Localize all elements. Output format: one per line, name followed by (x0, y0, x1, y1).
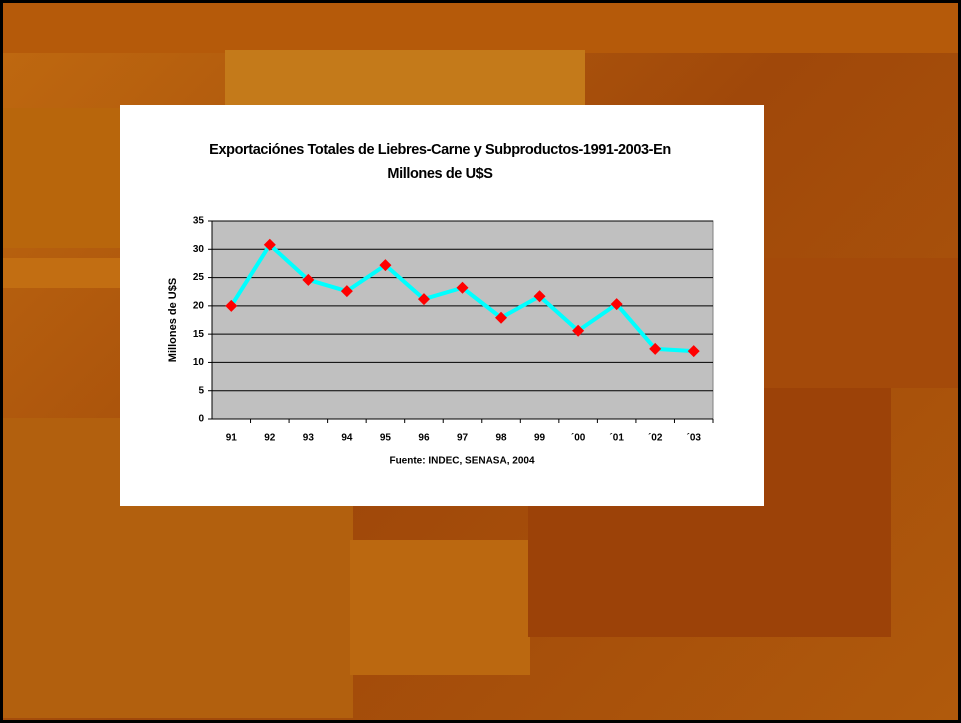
decor (225, 50, 585, 110)
data-point (302, 273, 315, 286)
x-tick-label: ´00 (571, 433, 586, 444)
y-tick-label: 0 (198, 414, 204, 425)
decor (3, 258, 120, 288)
y-tick-label: 10 (193, 357, 205, 368)
data-point (263, 238, 276, 251)
data-point (495, 311, 508, 324)
x-tick-label: 92 (264, 433, 276, 444)
y-tick-label: 15 (193, 329, 205, 340)
y-tick-label: 35 (193, 216, 205, 227)
x-tick-label: 98 (495, 433, 507, 444)
decor (350, 540, 530, 675)
x-tick-label: 93 (303, 433, 315, 444)
data-point (610, 298, 623, 311)
x-tick-label: 95 (380, 433, 392, 444)
y-tick-label: 5 (198, 385, 204, 396)
x-tick-label: ´02 (648, 433, 663, 444)
data-point (417, 293, 430, 306)
data-point (572, 324, 585, 337)
y-axis-label: Millones de U$S (167, 278, 179, 362)
x-tick-label: 91 (226, 433, 238, 444)
x-tick-label: ´03 (687, 433, 702, 444)
x-tick-label: 99 (534, 433, 546, 444)
x-tick-label: 94 (341, 433, 353, 444)
y-tick-label: 25 (193, 272, 205, 283)
data-point (225, 299, 238, 312)
data-point (456, 281, 469, 294)
decor (3, 3, 958, 53)
decor (763, 258, 958, 388)
data-point (533, 290, 546, 303)
data-point (649, 342, 662, 355)
data-point (340, 285, 353, 298)
y-tick-label: 20 (193, 300, 205, 311)
data-point (379, 259, 392, 272)
x-tick-label: ´01 (609, 433, 624, 444)
decor (3, 108, 120, 248)
chart-title: Exportaciónes Totales de Liebres-Carne y… (209, 142, 671, 182)
plot-area (211, 220, 714, 420)
data-point (687, 345, 700, 358)
x-tick-label: 97 (457, 433, 469, 444)
y-tick-label: 30 (193, 244, 205, 255)
x-tick-label: 96 (418, 433, 430, 444)
x-axis-label: Fuente: INDEC, SENASA, 2004 (389, 456, 534, 467)
